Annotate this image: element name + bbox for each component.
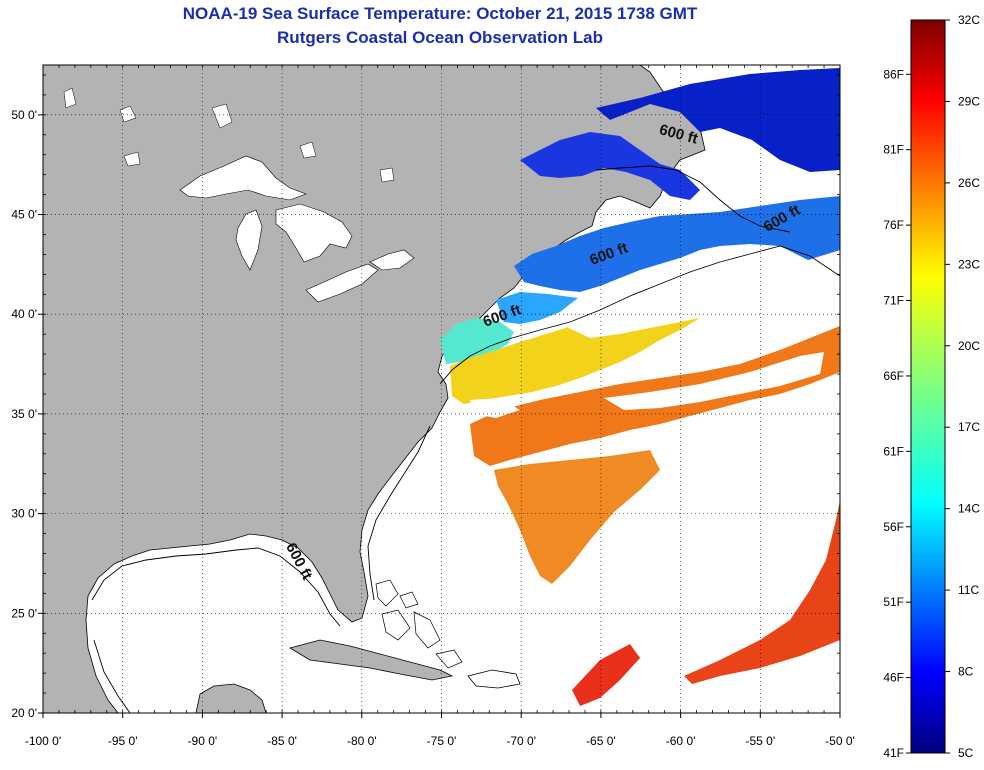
- bahamas: [375, 579, 463, 669]
- colorbar-celsius-label: 11C: [958, 583, 979, 597]
- cloud-streak-2: [604, 352, 824, 410]
- y-tick-label: 25 0': [11, 606, 37, 620]
- x-tick-label: -60 0': [666, 734, 696, 748]
- north-america-land: [43, 65, 706, 713]
- y-axis-labels: 20 0' 25 0' 30 0' 35 0' 40 0' 45 0' 50 0': [11, 108, 37, 720]
- frame-ticks: [38, 65, 841, 718]
- sst-sargasso-sea: [494, 450, 660, 584]
- sst-scotian-shelf: [514, 196, 840, 292]
- sst-gulf-st-lawrence: [520, 132, 700, 200]
- cuba-land: [288, 639, 454, 681]
- y-tick-label: 40 0': [11, 307, 37, 321]
- colorbar-celsius-label: 23C: [958, 257, 980, 271]
- cloud-streak-3: [470, 398, 520, 418]
- x-tick-label: -85 0': [267, 734, 297, 748]
- colorbar-celsius-label: 26C: [958, 176, 980, 190]
- hispaniola-land: [467, 669, 521, 689]
- x-tick-label: -80 0': [347, 734, 377, 748]
- colorbar-fahrenheit-label: 76F: [883, 218, 904, 232]
- colorbar-celsius-label: 14C: [958, 502, 980, 516]
- x-tick-label: -90 0': [188, 734, 218, 748]
- colorbar-fahrenheit-label: 41F: [883, 746, 904, 760]
- y-tick-label: 50 0': [11, 108, 37, 122]
- canadian-lakes: [63, 87, 395, 183]
- y-tick-label: 35 0': [11, 407, 37, 421]
- x-tick-label: -70 0': [506, 734, 536, 748]
- grid-lines: [43, 65, 840, 713]
- y-tick-label: 30 0': [11, 507, 37, 521]
- colorbar-fahrenheit-label: 56F: [883, 520, 904, 534]
- colorbar-celsius-label: 8C: [958, 665, 974, 679]
- colorbar-celsius-label: 32C: [958, 13, 980, 27]
- yucatan-land: [195, 683, 267, 713]
- great-lakes: [179, 155, 415, 303]
- sst-mid-atlantic-bight: [440, 318, 514, 364]
- sst-gulf-of-maine: [496, 292, 578, 324]
- sst-south-swath: [572, 644, 640, 706]
- x-tick-label: -65 0': [586, 734, 616, 748]
- colorbar-celsius-label: 17C: [958, 420, 980, 434]
- map-title: NOAA-19 Sea Surface Temperature: October…: [182, 4, 698, 23]
- colorbar-fahrenheit-label: 51F: [883, 595, 904, 609]
- x-axis-labels: -100 0' -95 0' -90 0' -85 0' -80 0' -75 0' -70…: [25, 734, 855, 748]
- y-tick-label: 20 0': [11, 706, 37, 720]
- colorbar-fahrenheit-label: 86F: [883, 67, 904, 81]
- sst-layer: [440, 68, 840, 706]
- colorbar-fahrenheit-label: 46F: [883, 671, 904, 685]
- colorbar-fahrenheit-label: 81F: [883, 143, 904, 157]
- colorbar-celsius-label: 5C: [958, 746, 974, 760]
- x-tick-label: -55 0': [745, 734, 775, 748]
- x-tick-label: -100 0': [25, 734, 61, 748]
- colorbar: [910, 19, 946, 754]
- depth-contours: [91, 165, 840, 713]
- y-tick-label: 45 0': [11, 208, 37, 222]
- sst-labrador-sea: [596, 68, 840, 172]
- map-layers: [43, 65, 840, 713]
- cloud-streak-1: [560, 262, 834, 338]
- map-subtitle: Rutgers Coastal Ocean Observation Lab: [277, 28, 603, 47]
- title-block: NOAA-19 Sea Surface Temperature: October…: [0, 2, 880, 50]
- x-tick-label: -95 0': [108, 734, 138, 748]
- sst-southeast-swath: [684, 500, 840, 684]
- colorbar-fahrenheit-label: 66F: [883, 369, 904, 383]
- colorbar-celsius-label: 20C: [958, 339, 980, 353]
- x-tick-label: -50 0': [825, 734, 855, 748]
- colorbar-fahrenheit-label: 61F: [883, 444, 904, 458]
- colorbar-fahrenheit-label: 71F: [883, 294, 904, 308]
- x-tick-label: -75 0': [427, 734, 457, 748]
- colorbar-labels: 32C 29C 26C 23C 20C 17C 14C 11C 8C 5C 86F 81F 76F 71F…: [883, 13, 980, 760]
- colorbar-celsius-label: 29C: [958, 94, 980, 108]
